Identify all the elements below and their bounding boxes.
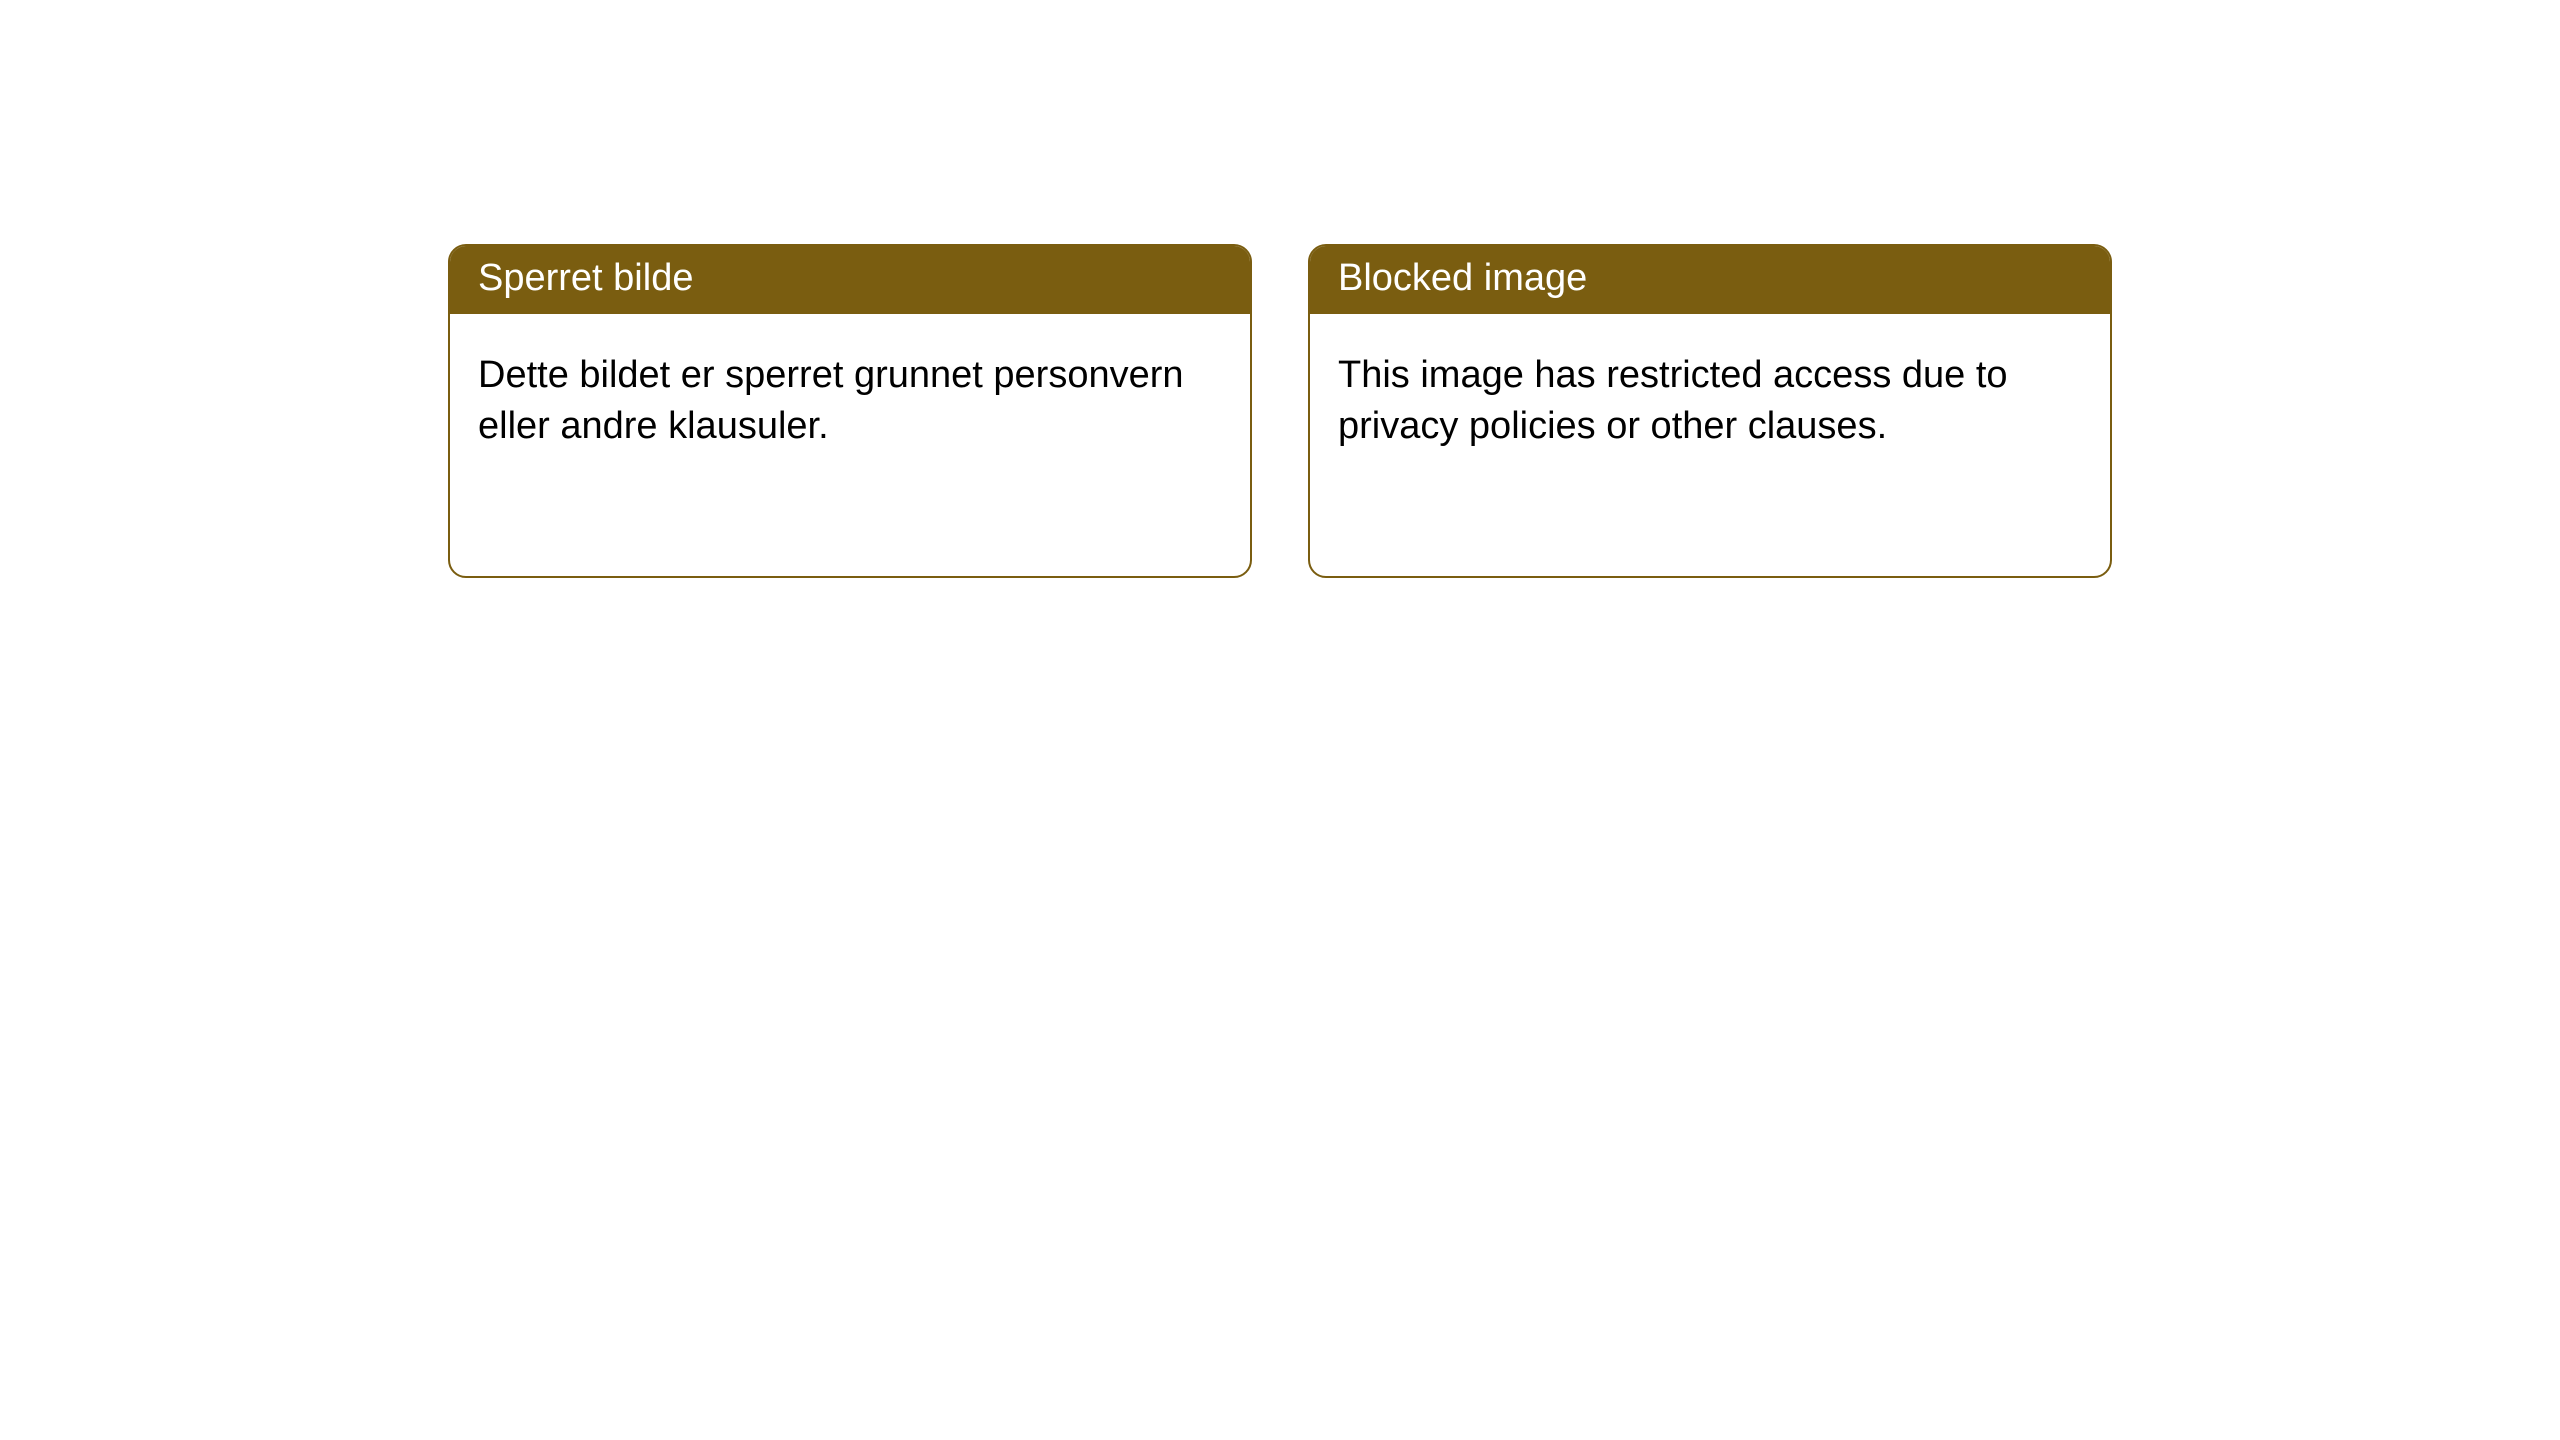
- restricted-card-norwegian: Sperret bilde Dette bildet er sperret gr…: [448, 244, 1252, 578]
- card-header-norwegian: Sperret bilde: [450, 246, 1250, 314]
- card-container: Sperret bilde Dette bildet er sperret gr…: [0, 0, 2560, 578]
- card-body-norwegian: Dette bildet er sperret grunnet personve…: [450, 314, 1250, 481]
- card-body-english: This image has restricted access due to …: [1310, 314, 2110, 481]
- restricted-card-english: Blocked image This image has restricted …: [1308, 244, 2112, 578]
- card-header-english: Blocked image: [1310, 246, 2110, 314]
